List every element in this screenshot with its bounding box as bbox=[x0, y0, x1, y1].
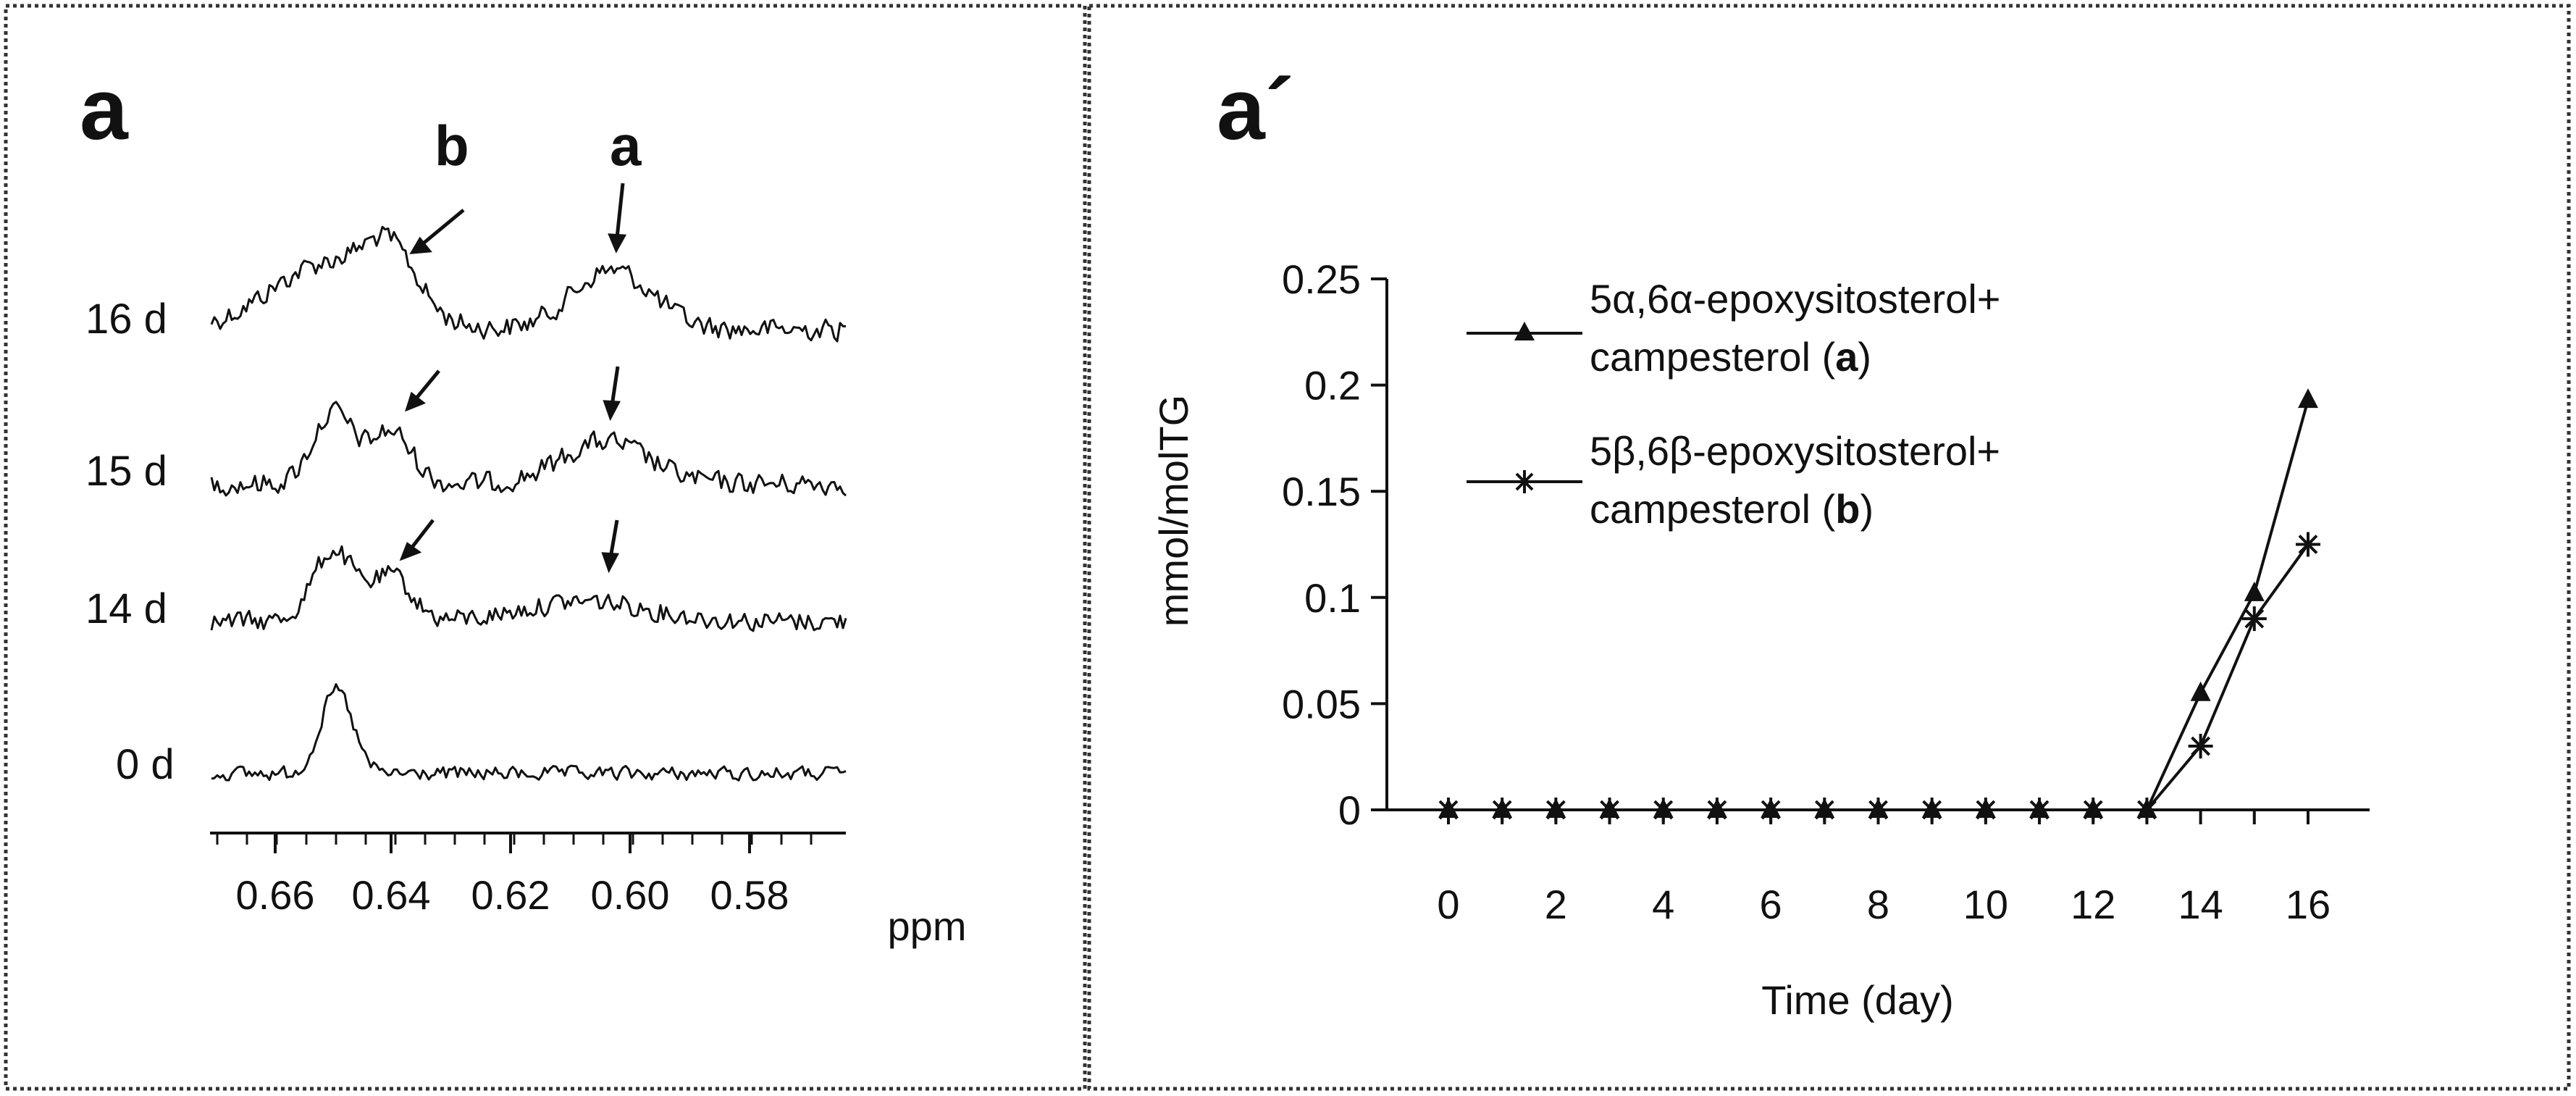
ppm-axis: 0.66 0.64 0.62 0.60 0.58 ppm bbox=[210, 832, 967, 949]
ppm-unit-label: ppm bbox=[888, 903, 967, 949]
legend-item-a: 5α,6α-epoxysitosterol+ campesterol (a) bbox=[1467, 276, 2000, 380]
panel-a-prime-frame bbox=[1087, 4, 2571, 1091]
panel-a: a b a 16 d 15 d 14 d 0 d 0.66 0.64 0.62 … bbox=[80, 61, 966, 949]
arrow-b-14d bbox=[399, 519, 435, 561]
ppm-tick-label: 0.58 bbox=[710, 872, 789, 918]
triangle-marker bbox=[1599, 798, 1620, 818]
x-tick-label: 0 bbox=[1437, 882, 1459, 927]
legend-b-close: ) bbox=[1860, 486, 1874, 532]
peak-label-a: a bbox=[610, 114, 642, 177]
triangle-marker bbox=[1545, 798, 1566, 818]
arrow-a-15d bbox=[603, 366, 621, 422]
triangle-marker bbox=[2083, 798, 2104, 818]
nmr-spectra bbox=[210, 225, 847, 782]
arrow-a-16d bbox=[608, 183, 627, 254]
panel-a-prime: a´ mmol/molTG Time (day) 0 0.05 0.1 0.15 0.2… bbox=[1151, 61, 2370, 1023]
triangle-marker bbox=[2190, 681, 2211, 701]
spectrum-0d bbox=[211, 683, 847, 782]
series-line-b bbox=[1448, 543, 2309, 811]
legend-asterisk-marker bbox=[1513, 470, 1536, 493]
arrow-b-15d bbox=[405, 369, 440, 412]
asterisk-marker bbox=[2296, 532, 2320, 557]
spectrum-label-0d: 0 d bbox=[116, 741, 175, 788]
panel-a-frame bbox=[4, 4, 1087, 1091]
y-axis-title: mmol/molTG bbox=[1151, 395, 1196, 627]
spectrum-label-14d: 14 d bbox=[85, 585, 167, 632]
ppm-tick-label: 0.64 bbox=[352, 872, 431, 918]
triangle-marker bbox=[1975, 798, 1996, 818]
svg-text:campesterol (b): campesterol (b) bbox=[1590, 486, 1874, 532]
x-tick-label: 10 bbox=[1963, 882, 2008, 927]
triangle-marker bbox=[1761, 798, 1782, 818]
legend-a-bold: a bbox=[1835, 334, 1858, 380]
y-tick-label: 0.2 bbox=[1304, 363, 1361, 409]
spectrum-15d bbox=[210, 401, 847, 497]
triangle-marker bbox=[1814, 798, 1835, 818]
legend-a-line2: campesterol ( bbox=[1590, 334, 1836, 380]
arrow-b-16d bbox=[409, 209, 465, 254]
triangle-marker bbox=[2136, 798, 2157, 818]
panel-a-prime-letter: a´ bbox=[1217, 61, 1294, 158]
arrow-a-14d bbox=[601, 519, 620, 574]
x-tick-label: 4 bbox=[1652, 882, 1674, 927]
triangle-marker bbox=[1921, 798, 1942, 818]
triangle-marker bbox=[1868, 798, 1889, 818]
ppm-tick-label: 0.66 bbox=[236, 872, 315, 918]
peak-arrows bbox=[399, 183, 627, 574]
legend-a-line1: 5α,6α-epoxysitosterol+ bbox=[1590, 276, 2000, 322]
y-tick-label: 0.25 bbox=[1282, 256, 1361, 302]
legend-b-bold: b bbox=[1835, 486, 1860, 532]
y-tick-label: 0.15 bbox=[1282, 469, 1361, 514]
peak-label-b: b bbox=[435, 114, 469, 177]
triangle-marker bbox=[2298, 388, 2318, 409]
x-tick-label: 2 bbox=[1545, 882, 1567, 927]
y-tick-label: 0.05 bbox=[1282, 681, 1361, 727]
triangle-marker bbox=[1653, 798, 1674, 818]
legend-b-line2: campesterol ( bbox=[1590, 486, 1836, 532]
spectrum-label-16d: 16 d bbox=[85, 296, 167, 343]
x-tick-label: 16 bbox=[2286, 882, 2330, 927]
asterisk-marker bbox=[2188, 734, 2213, 759]
ppm-tick-label: 0.60 bbox=[591, 872, 670, 918]
x-tick-label: 14 bbox=[2178, 882, 2223, 927]
spectrum-16d bbox=[210, 225, 846, 343]
triangle-marker bbox=[1492, 798, 1513, 818]
y-tick-label: 0 bbox=[1338, 787, 1361, 833]
panel-a-letter: a bbox=[80, 61, 129, 158]
x-tick-label: 12 bbox=[2071, 882, 2115, 927]
legend: 5α,6α-epoxysitosterol+ campesterol (a) 5… bbox=[1467, 276, 2000, 532]
spectrum-label-15d: 15 d bbox=[85, 448, 167, 495]
legend-item-b: 5β,6β-epoxysitosterol+ campesterol (b) bbox=[1467, 428, 2000, 532]
legend-a-close: ) bbox=[1858, 334, 1871, 380]
x-tick-label: 6 bbox=[1760, 882, 1782, 927]
legend-b-line1: 5β,6β-epoxysitosterol+ bbox=[1590, 428, 2000, 474]
legend-triangle-marker bbox=[1514, 322, 1535, 340]
x-axis-title: Time (day) bbox=[1761, 977, 1954, 1023]
svg-text:campesterol (a): campesterol (a) bbox=[1590, 334, 1871, 380]
triangle-marker bbox=[2244, 581, 2265, 601]
triangle-marker bbox=[2029, 798, 2050, 818]
asterisk-marker bbox=[2241, 606, 2267, 632]
y-tick-label: 0.1 bbox=[1304, 575, 1361, 621]
x-tick-label: 8 bbox=[1867, 882, 1889, 927]
triangle-marker bbox=[1706, 798, 1727, 818]
spectrum-14d bbox=[210, 545, 847, 632]
triangle-marker bbox=[1438, 798, 1459, 818]
ppm-tick-label: 0.62 bbox=[471, 872, 550, 918]
